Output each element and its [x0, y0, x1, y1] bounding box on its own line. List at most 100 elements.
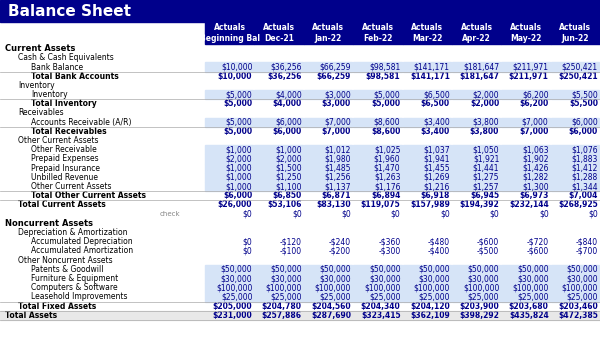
- Text: $205,000: $205,000: [213, 302, 253, 311]
- Text: Accumulated Depreciation: Accumulated Depreciation: [31, 237, 133, 246]
- Text: $100,000: $100,000: [315, 283, 351, 292]
- Text: $0: $0: [391, 210, 401, 219]
- Bar: [353, 164, 401, 173]
- Text: $257,886: $257,886: [262, 311, 302, 320]
- Bar: [551, 173, 599, 182]
- Bar: [0, 311, 600, 320]
- Text: $30,000: $30,000: [320, 274, 351, 283]
- Text: $1,000: $1,000: [226, 173, 253, 182]
- Text: $66,259: $66,259: [320, 62, 351, 71]
- Text: $194,392: $194,392: [460, 200, 499, 209]
- Text: $472,385: $472,385: [558, 311, 598, 320]
- Bar: [551, 155, 599, 164]
- Text: Other Receivable: Other Receivable: [31, 145, 97, 154]
- Text: $100,000: $100,000: [512, 283, 548, 292]
- Bar: [254, 182, 303, 191]
- Text: $1,269: $1,269: [424, 173, 450, 182]
- Text: $203,460: $203,460: [558, 302, 598, 311]
- Text: $5,000: $5,000: [223, 99, 253, 108]
- Text: $0: $0: [242, 246, 253, 256]
- Bar: [452, 274, 500, 283]
- Text: $4,000: $4,000: [272, 99, 302, 108]
- Text: $204,560: $204,560: [311, 302, 351, 311]
- Text: $2,000: $2,000: [226, 155, 253, 164]
- Bar: [205, 22, 254, 44]
- Bar: [353, 283, 401, 293]
- Text: $203,900: $203,900: [460, 302, 499, 311]
- Bar: [403, 265, 451, 274]
- Text: Apr-22: Apr-22: [462, 34, 491, 43]
- Bar: [304, 173, 352, 182]
- Text: $100,000: $100,000: [463, 283, 499, 292]
- Text: $1,282: $1,282: [523, 173, 548, 182]
- Text: $1,921: $1,921: [473, 155, 499, 164]
- Text: Actuals: Actuals: [313, 23, 344, 32]
- Text: Mar-22: Mar-22: [412, 34, 442, 43]
- Text: $5,000: $5,000: [226, 90, 253, 99]
- Text: $6,000: $6,000: [272, 127, 302, 136]
- Bar: [254, 274, 303, 283]
- Text: Jan-22: Jan-22: [315, 34, 342, 43]
- Text: $5,000: $5,000: [371, 99, 401, 108]
- Bar: [501, 62, 550, 72]
- Text: $6,871: $6,871: [322, 191, 351, 200]
- Text: $3,800: $3,800: [470, 127, 499, 136]
- Text: Cash & Cash Equivalents: Cash & Cash Equivalents: [18, 53, 114, 62]
- Text: Patents & Goodwill: Patents & Goodwill: [31, 265, 104, 274]
- Text: $6,000: $6,000: [275, 118, 302, 127]
- Bar: [205, 118, 253, 127]
- Text: $8,600: $8,600: [374, 118, 401, 127]
- Text: $25,000: $25,000: [418, 293, 450, 302]
- Bar: [501, 118, 550, 127]
- Bar: [403, 164, 451, 173]
- Text: $157,989: $157,989: [410, 200, 450, 209]
- Text: $0: $0: [292, 210, 302, 219]
- Text: Other Noncurrent Assets: Other Noncurrent Assets: [18, 256, 113, 265]
- Text: $1,470: $1,470: [374, 164, 401, 173]
- Text: $1,050: $1,050: [473, 145, 499, 154]
- Bar: [403, 173, 451, 182]
- Text: -$480: -$480: [428, 237, 450, 246]
- Bar: [254, 283, 303, 293]
- Text: $1,000: $1,000: [275, 145, 302, 154]
- Text: $50,000: $50,000: [418, 265, 450, 274]
- Text: Bank Balance: Bank Balance: [31, 62, 83, 71]
- Text: $100,000: $100,000: [562, 283, 598, 292]
- Bar: [254, 145, 303, 155]
- Bar: [501, 265, 550, 274]
- Text: $1,500: $1,500: [275, 164, 302, 173]
- Bar: [304, 164, 352, 173]
- Text: $1,000: $1,000: [226, 164, 253, 173]
- Bar: [452, 22, 501, 44]
- Text: -$120: -$120: [280, 237, 302, 246]
- Bar: [353, 265, 401, 274]
- Bar: [205, 155, 253, 164]
- Text: $0: $0: [440, 210, 450, 219]
- Bar: [304, 145, 352, 155]
- Text: Total Fixed Assets: Total Fixed Assets: [18, 302, 96, 311]
- Text: $50,000: $50,000: [467, 265, 499, 274]
- Text: -$240: -$240: [329, 237, 351, 246]
- Text: $1,300: $1,300: [522, 182, 548, 191]
- Text: $232,144: $232,144: [509, 200, 548, 209]
- Bar: [551, 90, 599, 99]
- Text: -$840: -$840: [576, 237, 598, 246]
- Text: $83,130: $83,130: [317, 200, 351, 209]
- Text: $3,000: $3,000: [325, 90, 351, 99]
- Text: $5,500: $5,500: [571, 90, 598, 99]
- Text: $2,000: $2,000: [473, 90, 499, 99]
- Text: $211,971: $211,971: [512, 62, 548, 71]
- Bar: [353, 22, 403, 44]
- Text: $1,012: $1,012: [325, 145, 351, 154]
- Text: $1,137: $1,137: [325, 182, 351, 191]
- Text: $3,400: $3,400: [423, 118, 450, 127]
- Bar: [403, 90, 451, 99]
- Bar: [205, 62, 253, 72]
- Text: $6,000: $6,000: [223, 191, 253, 200]
- Text: $204,340: $204,340: [361, 302, 401, 311]
- Bar: [254, 22, 304, 44]
- Bar: [205, 164, 253, 173]
- Text: $250,421: $250,421: [562, 62, 598, 71]
- Bar: [403, 182, 451, 191]
- Bar: [403, 62, 451, 72]
